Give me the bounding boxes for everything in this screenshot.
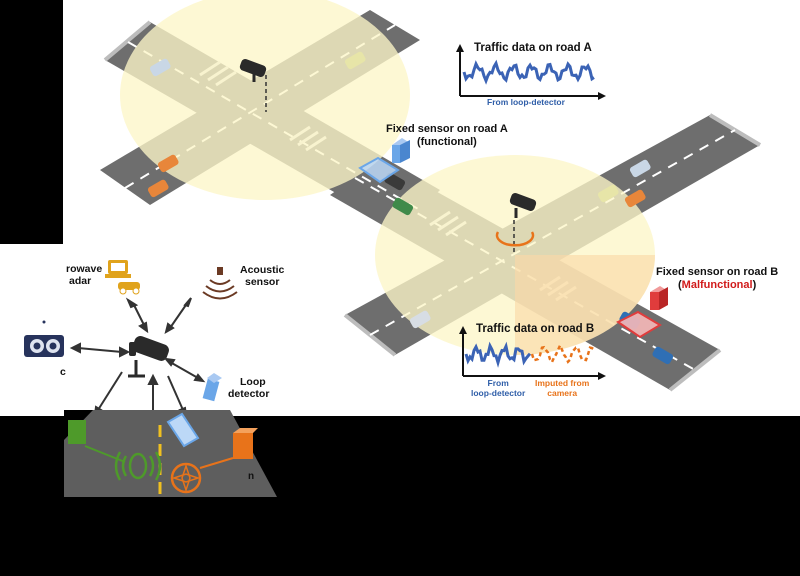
magnetic-field-icon bbox=[114, 451, 162, 481]
car-icon bbox=[157, 154, 179, 173]
sensor-b-title: Fixed sensor on road B bbox=[656, 266, 779, 278]
video-detector-label: c bbox=[60, 366, 66, 378]
chart-b-camera-caption: Imputed from camera bbox=[535, 378, 590, 398]
car-icon bbox=[344, 51, 366, 70]
sensor-a-title: Fixed sensor on road A bbox=[386, 123, 508, 135]
road-cross-section bbox=[64, 410, 277, 497]
car-icon bbox=[384, 172, 406, 191]
acoustic-sensor-icon bbox=[202, 267, 238, 300]
car-icon bbox=[409, 310, 431, 329]
chart-a bbox=[456, 44, 606, 100]
sensor-types-panel bbox=[24, 260, 277, 497]
chart-a-series bbox=[462, 59, 595, 85]
video-camera-icon bbox=[128, 336, 169, 378]
partial-label: n bbox=[248, 471, 255, 482]
car-icon bbox=[629, 159, 651, 178]
car-icon bbox=[597, 184, 619, 203]
magnetometer-icon bbox=[68, 420, 86, 444]
cctv-camera-icon bbox=[239, 59, 267, 112]
chart-b-loop-series bbox=[464, 341, 532, 368]
chart-b bbox=[459, 326, 606, 380]
chart-b-camera-series bbox=[530, 342, 595, 365]
sensor-b-status: (Malfunctional) bbox=[678, 278, 757, 291]
cctv-camera-icon bbox=[495, 193, 537, 255]
sensor-a-status: (functional) bbox=[416, 135, 477, 148]
white-canvas-left bbox=[0, 244, 63, 416]
sensor-b-status-word: Malfunctional bbox=[681, 278, 753, 291]
rotation-arrow-icon bbox=[495, 231, 535, 247]
car-icon bbox=[149, 58, 171, 77]
loop-detector-label: Loop detector bbox=[228, 376, 270, 401]
microwave-radar-label: rowave adar bbox=[66, 263, 103, 288]
chart-a-caption: From loop-detector bbox=[487, 97, 565, 107]
vehicles bbox=[147, 51, 674, 365]
loop-detector-icon bbox=[202, 373, 222, 402]
imputation-sector bbox=[515, 255, 655, 355]
car-icon bbox=[652, 346, 674, 365]
fixed-sensor-b-icon bbox=[616, 286, 668, 339]
chart-b-title: Traffic data on road B bbox=[476, 323, 595, 335]
sensor-b-label: Fixed sensor on road B (Malfunctional) bbox=[656, 266, 778, 291]
car-icon bbox=[147, 179, 169, 198]
video-image-detector-icon bbox=[24, 320, 64, 357]
acoustic-sensor-label: Acoustic sensor bbox=[240, 264, 285, 289]
microwave-radar-icon bbox=[105, 260, 140, 295]
chart-a-title: Traffic data on road A bbox=[474, 42, 592, 54]
sensor-a-label: Fixed sensor on road A (functional) bbox=[386, 123, 508, 148]
fixed-sensor-a-icon bbox=[358, 138, 410, 184]
pressure-sensor-icon bbox=[233, 433, 253, 459]
camera-coverage-a bbox=[120, 0, 410, 200]
car-icon bbox=[624, 189, 646, 208]
car-icon bbox=[392, 197, 414, 216]
chart-b-loop-caption: From loop-detector bbox=[471, 378, 526, 398]
